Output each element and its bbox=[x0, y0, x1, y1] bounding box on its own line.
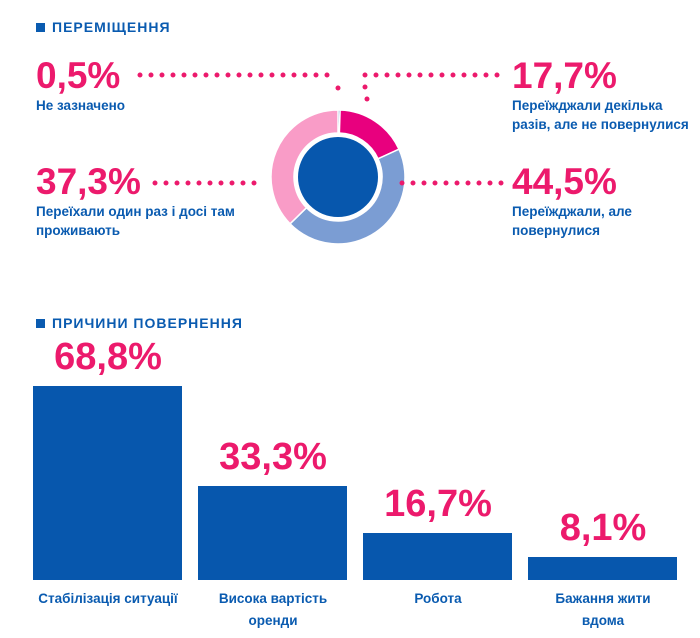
callout-label: Переїжджали, але повернулися bbox=[512, 204, 632, 238]
section-title-return-reasons: ПРИЧИНИ ПОВЕРНЕННЯ bbox=[36, 315, 243, 331]
leader-lines bbox=[137, 72, 511, 186]
bar-category-label: Робота bbox=[414, 591, 462, 606]
donut-chart bbox=[137, 72, 511, 245]
bar bbox=[363, 532, 512, 580]
section-title-text: ПЕРЕМІЩЕННЯ bbox=[52, 19, 171, 35]
bar bbox=[198, 486, 347, 580]
donut-slice bbox=[270, 109, 339, 225]
bar bbox=[33, 385, 182, 580]
leader-dot bbox=[362, 84, 368, 90]
callout-label: Переїхали один раз і досі там проживають bbox=[36, 204, 235, 238]
leader-dot bbox=[364, 96, 370, 102]
callout-value: 0,5% bbox=[36, 55, 121, 96]
callout-returned: 44,5% Переїжджали, але повернулися bbox=[512, 162, 682, 240]
bar-value-label: 33,3% bbox=[219, 436, 327, 479]
bar-category-label: Бажання жити вдома bbox=[555, 591, 651, 628]
bar-value-label: 8,1% bbox=[559, 507, 647, 550]
callout-moved-once: 37,3% Переїхали один раз і досі там прож… bbox=[36, 162, 246, 240]
callout-value: 44,5% bbox=[512, 161, 617, 202]
bar-category-label: Стабілізація ситуації bbox=[38, 591, 178, 606]
callout-label: Не зазначено bbox=[36, 98, 125, 113]
bar-value-label: 68,8% bbox=[54, 335, 162, 378]
donut-center bbox=[298, 137, 378, 217]
square-bullet-icon bbox=[36, 23, 45, 32]
square-bullet-icon bbox=[36, 319, 45, 328]
bar-value-label: 16,7% bbox=[384, 482, 492, 525]
leader-dot bbox=[335, 85, 341, 91]
callout-value: 17,7% bbox=[512, 55, 617, 96]
section-title-relocation: ПЕРЕМІЩЕННЯ bbox=[36, 19, 171, 35]
callout-not-specified: 0,5% Не зазначено bbox=[36, 56, 125, 115]
bar-category-label: Висока вартість оренди bbox=[218, 591, 328, 628]
donut-slice bbox=[288, 148, 406, 245]
callout-value: 37,3% bbox=[36, 161, 141, 202]
bar bbox=[528, 557, 677, 580]
section-title-text: ПРИЧИНИ ПОВЕРНЕННЯ bbox=[52, 315, 243, 331]
callout-label: Переїжджали декілька разів, але не повер… bbox=[512, 98, 689, 132]
callout-moved-several: 17,7% Переїжджали декілька разів, але не… bbox=[512, 56, 692, 134]
